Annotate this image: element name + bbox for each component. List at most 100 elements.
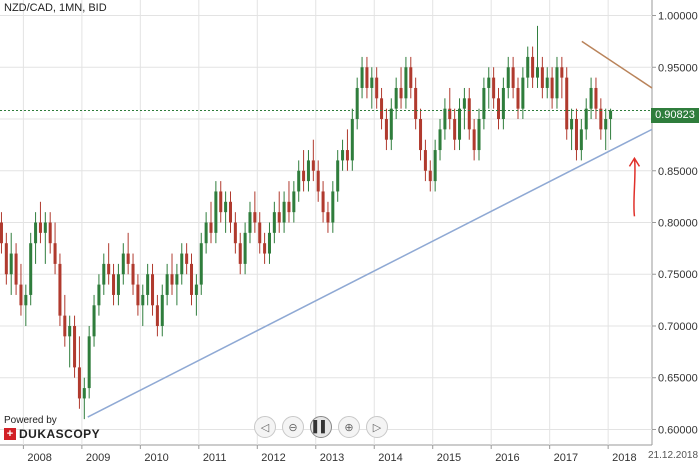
candle-up [29,243,33,295]
candle-up [535,67,539,78]
candle-up [43,222,47,233]
x-tick-label: 2009 [86,452,110,464]
candle-up [336,160,340,192]
x-tick-label: 2015 [437,452,461,464]
candle-down [414,87,418,120]
candle-up [521,77,525,109]
candle-down [311,160,315,171]
candle-down [0,222,3,244]
candle-up [160,294,164,326]
candle-up [545,77,549,88]
candle-down [423,150,427,171]
candle-down [14,253,18,285]
candle-down [365,67,369,88]
candle-down [492,77,496,99]
candle-down [496,98,501,120]
candle-down [53,243,57,264]
current-date-tag: 21.12.2018 [648,450,699,461]
x-tick-label: 2013 [320,452,344,464]
candle-up [350,119,354,161]
x-tick-label: 2011 [203,452,227,464]
x-tick-label: 2008 [27,452,51,464]
candle-down [258,222,262,244]
candle-down [511,67,515,88]
x-tick-label: 2014 [378,452,402,464]
y-tick-label: 0.95000 [658,62,698,74]
candle-up [292,191,296,213]
candle-up [570,119,574,130]
candle-up [604,119,608,130]
y-tick-label: 0.75000 [658,269,698,281]
candle-up [579,129,583,151]
candle-down [453,119,457,140]
x-tick-label: 2017 [554,452,578,464]
candle-down [448,108,452,120]
candle-up [404,67,408,99]
pause-icon[interactable]: ▌▌ [310,416,332,438]
candle-down [419,119,423,151]
candle-up [341,150,345,161]
candle-down [4,243,8,275]
candle-up [248,212,252,233]
candle-down [472,129,476,151]
candle-up [204,222,208,244]
candle-down [170,274,174,285]
candle-down [428,170,432,182]
zoom-out-icon[interactable]: ⊖ [282,416,304,438]
grid-lines [0,0,652,445]
candle-up [92,305,96,337]
y-tick-label: 0.80000 [658,218,698,230]
chart-navigation: ◁ ⊖ ▌▌ ⊕ ▷ [254,416,388,438]
candle-up [87,336,91,389]
candle-down [136,284,140,306]
resistance-trendline [581,40,653,89]
x-tick-label: 2012 [261,452,285,464]
candle-up [360,67,364,88]
x-tick-label: 2010 [144,452,168,464]
candle-up [146,274,150,295]
candle-up [501,87,505,120]
candle-up [243,232,247,264]
candle-up [141,294,145,306]
candle-down [550,77,554,99]
candle-down [19,284,23,306]
candle-down [467,98,471,130]
candle-down [112,274,116,295]
candle-down [287,201,291,213]
candle-down [209,222,213,233]
zoom-in-icon[interactable]: ⊕ [338,416,360,438]
candle-up [555,67,559,99]
candle-down [384,119,388,140]
candle-down [594,87,598,109]
candle-down [326,212,330,223]
chevron-left-icon[interactable]: ◁ [254,416,276,438]
support-trendline [87,128,653,418]
candle-down [73,325,77,368]
candle-down [599,108,603,130]
candle-up [267,232,271,254]
candle-up [477,119,481,151]
y-tick-label: 0.70000 [658,321,698,333]
candle-down [58,263,62,316]
candle-up [180,253,184,275]
candles [0,25,613,420]
candle-down [151,274,155,306]
candle-down [38,222,42,233]
candle-up [355,87,359,120]
candle-down [560,67,564,78]
candle-down [263,243,267,254]
candle-down [253,212,257,223]
candle-up [482,87,486,120]
powered-by-label: Powered by [4,415,57,426]
x-tick-label: 2018 [612,452,636,464]
candle-up [389,108,393,140]
candle-down [131,263,135,285]
brand-cross-icon: + [4,428,16,440]
candle-down [574,119,578,151]
chevron-right-icon[interactable]: ▷ [366,416,388,438]
candle-down [302,170,306,182]
trendlines [0,40,653,418]
y-tick-label: 0.65000 [658,373,698,385]
